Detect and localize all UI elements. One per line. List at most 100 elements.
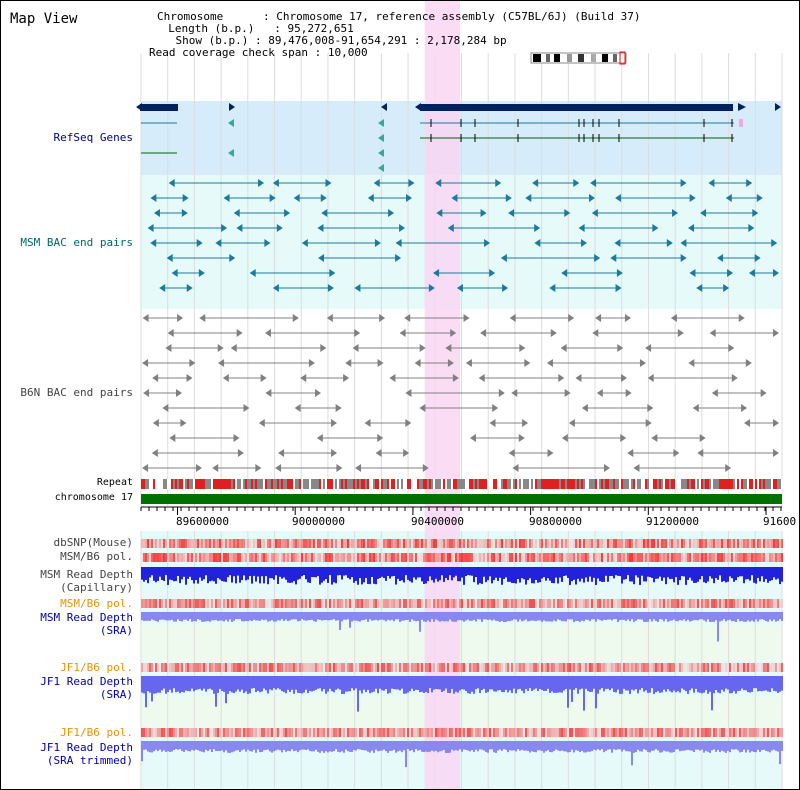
- track-label-msm-b6-pol-2[interactable]: MSM/B6 pol.: [60, 597, 133, 610]
- jf1-b6-pol-strip: [545, 663, 547, 672]
- msm-b6-pol-strip: [307, 553, 309, 562]
- dbsnp-strip: [367, 539, 369, 548]
- track-label-msm-depth-capillary[interactable]: MSM Read Depth: [40, 568, 133, 581]
- dbsnp-strip: [381, 539, 383, 548]
- msm-b6-pol-strip: [183, 553, 185, 562]
- b6n-bac-pair-end: [561, 434, 568, 442]
- jf1-b6-pol-strip: [729, 728, 731, 737]
- repeat-segment: [185, 479, 187, 489]
- axis-tick-label: 89600000: [176, 515, 229, 528]
- msm-b6-pol-strip: [151, 599, 153, 608]
- repeat-segment: [513, 479, 515, 489]
- jf1-sra-depth-bar: [647, 676, 649, 694]
- jf1-b6-pol-strip: [557, 728, 559, 737]
- track-label-jf1-depth-sra[interactable]: JF1 Read Depth: [40, 675, 133, 688]
- jf1-trimmed-depth-bar: [549, 741, 551, 753]
- b6n-bac-pair-end: [151, 449, 158, 457]
- repeat-segment: [415, 479, 417, 489]
- repeat-segment: [713, 479, 715, 489]
- repeat-segment: [761, 479, 763, 489]
- track-label-jf1-b6-pol-1[interactable]: JF1/B6 pol.: [60, 661, 133, 674]
- msm-sra-depth-bar: [763, 612, 765, 620]
- track-label-msm-bac[interactable]: MSM BAC end pairs: [20, 236, 133, 249]
- dbsnp-strip: [407, 539, 409, 548]
- jf1-b6-pol-strip: [459, 663, 461, 672]
- msm-b6-pol-strip: [199, 599, 201, 608]
- jf1-sra-depth-bar: [357, 676, 359, 712]
- repeat-segment: [253, 479, 255, 489]
- jf1-b6-pol-strip: [639, 663, 641, 672]
- jf1-b6-pol-strip: [507, 663, 509, 672]
- msm-b6-pol-strip: [211, 553, 213, 562]
- jf1-b6-pol-strip: [477, 728, 479, 737]
- msm-b6-pol-strip: [387, 553, 389, 562]
- track-label-dbsnp[interactable]: dbSNP(Mouse): [53, 536, 133, 549]
- jf1-sra-depth-bar: [757, 676, 759, 692]
- msm-b6-pol-strip: [615, 553, 617, 562]
- msm-b6-pol-strip: [325, 599, 327, 608]
- msm-b6-pol-strip: [531, 599, 533, 608]
- jf1-sra-depth-bar: [297, 676, 299, 693]
- track-label-repeat[interactable]: Repeat: [96, 477, 133, 488]
- dbsnp-strip: [195, 539, 197, 548]
- jf1-b6-pol-strip: [299, 728, 301, 737]
- msm-b6-pol-strip: [147, 553, 149, 562]
- msm-capillary-depth-bar: [311, 567, 313, 578]
- b6n-bac-pair-end: [315, 389, 322, 397]
- jf1-sra-depth-bar: [567, 676, 569, 708]
- jf1-b6-pol-strip: [399, 663, 401, 672]
- dbsnp-strip: [487, 539, 489, 548]
- jf1-trimmed-depth-bar: [641, 741, 643, 752]
- msm-b6-pol-strip: [525, 599, 527, 608]
- msm-b6-pol-strip: [685, 553, 687, 562]
- jf1-trimmed-depth-bar: [415, 741, 417, 750]
- jf1-trimmed-depth-bar: [169, 741, 171, 752]
- jf1-b6-pol-strip: [471, 728, 473, 737]
- repeat-segment: [495, 479, 497, 489]
- jf1-b6-pol-strip: [327, 663, 329, 672]
- msm-sra-depth-bar: [183, 612, 185, 620]
- msm-b6-pol-strip: [599, 553, 601, 562]
- dbsnp-strip: [543, 539, 545, 548]
- track-label-b6n-bac[interactable]: B6N BAC end pairs: [20, 386, 133, 399]
- jf1-b6-pol-strip: [441, 663, 443, 672]
- msm-bac-pair-end: [150, 239, 157, 247]
- jf1-b6-pol-strip: [749, 663, 751, 672]
- dbsnp-strip: [529, 539, 531, 548]
- repeat-segment: [547, 479, 549, 489]
- b6n-bac-pair-end: [278, 449, 285, 457]
- jf1-b6-pol-strip: [195, 728, 197, 737]
- msm-b6-pol-strip: [419, 599, 421, 608]
- jf1-b6-pol-strip: [731, 663, 733, 672]
- jf1-trimmed-depth-bar: [237, 741, 239, 751]
- track-label-jf1-b6-pol-2[interactable]: JF1/B6 pol.: [60, 726, 133, 739]
- dbsnp-strip: [615, 539, 617, 548]
- dbsnp-strip: [339, 539, 341, 548]
- jf1-b6-pol-strip: [225, 663, 227, 672]
- msm-capillary-depth-bar: [571, 567, 573, 582]
- jf1-b6-pol-strip: [399, 728, 401, 737]
- msm-b6-pol-strip: [309, 553, 311, 562]
- jf1-trimmed-depth-bar: [625, 741, 627, 752]
- track-label-jf1-depth-trimmed[interactable]: JF1 Read Depth: [40, 741, 133, 754]
- jf1-b6-pol-strip: [151, 663, 153, 672]
- msm-sra-depth-bar: [279, 612, 281, 621]
- jf1-trimmed-depth-bar: [281, 741, 283, 753]
- jf1-trimmed-depth-bar: [481, 741, 483, 750]
- jf1-b6-pol-strip: [281, 663, 283, 672]
- track-label-msm-depth-sra[interactable]: MSM Read Depth: [40, 611, 133, 624]
- jf1-b6-pol-strip: [603, 728, 605, 737]
- track-label-refseq[interactable]: RefSeq Genes: [53, 131, 133, 144]
- dbsnp-strip: [327, 539, 329, 548]
- jf1-sra-depth-bar: [289, 676, 291, 692]
- msm-sra-depth-bar: [233, 612, 235, 621]
- msm-bac-pair-end: [614, 239, 621, 247]
- dbsnp-strip: [741, 539, 743, 548]
- jf1-sra-depth-bar: [281, 676, 283, 692]
- msm-b6-pol-strip: [447, 553, 449, 562]
- msm-b6-pol-strip: [595, 599, 597, 608]
- jf1-trimmed-depth-bar: [363, 741, 365, 751]
- track-label-msm-b6-pol-1[interactable]: MSM/B6 pol.: [60, 550, 133, 563]
- jf1-b6-pol-strip: [617, 663, 619, 672]
